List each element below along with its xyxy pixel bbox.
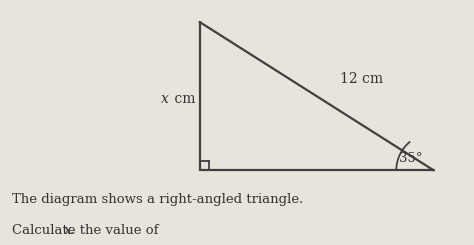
Text: 12 cm: 12 cm: [340, 73, 383, 86]
Text: x: x: [64, 224, 72, 237]
Text: Calculate the value of: Calculate the value of: [12, 224, 163, 237]
Text: The diagram shows a right-angled triangle.: The diagram shows a right-angled triangl…: [12, 193, 303, 206]
Text: x: x: [161, 92, 169, 106]
Text: cm: cm: [170, 92, 195, 106]
Text: .: .: [70, 224, 74, 237]
Text: 35°: 35°: [399, 152, 422, 165]
